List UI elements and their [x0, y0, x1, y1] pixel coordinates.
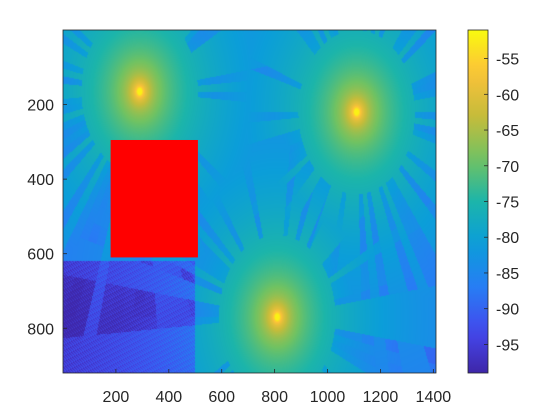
colorbar-tick-label: -75: [496, 195, 519, 212]
x-tick-label: 200: [103, 389, 130, 406]
colorbar-tick-label: -60: [496, 87, 519, 104]
colorbar-tick-label: -80: [496, 230, 519, 247]
x-tick-label: 400: [155, 389, 182, 406]
x-tick-label: 1000: [310, 389, 346, 406]
x-tick-label: 1400: [416, 389, 452, 406]
colorbar-tick-label: -90: [496, 302, 519, 319]
x-tick-label: 600: [208, 389, 235, 406]
colorbar-tick-label: -95: [496, 337, 519, 354]
plot-frame: [62, 29, 437, 374]
x-axis: 200 400 600 800 1000 1200 1400: [103, 369, 452, 406]
colorbar-tick-label: -55: [496, 52, 519, 69]
colorbar-tick-label: -85: [496, 266, 519, 283]
colorbar-axis: -55 -60 -65 -70 -75 -80 -85 -90 -95: [484, 52, 519, 354]
y-tick-label: 400: [27, 172, 54, 189]
y-tick-label: 200: [27, 98, 54, 115]
y-tick-label: 600: [27, 247, 54, 264]
colorbar-tick-label: -70: [496, 159, 519, 176]
x-tick-label: 1200: [363, 389, 399, 406]
x-tick-label: 800: [261, 389, 288, 406]
y-axis: 200 400 600 800: [27, 98, 67, 338]
y-tick-label: 800: [27, 321, 54, 338]
colorbar-tick-label: -65: [496, 123, 519, 140]
obstacle-region: [110, 139, 198, 258]
